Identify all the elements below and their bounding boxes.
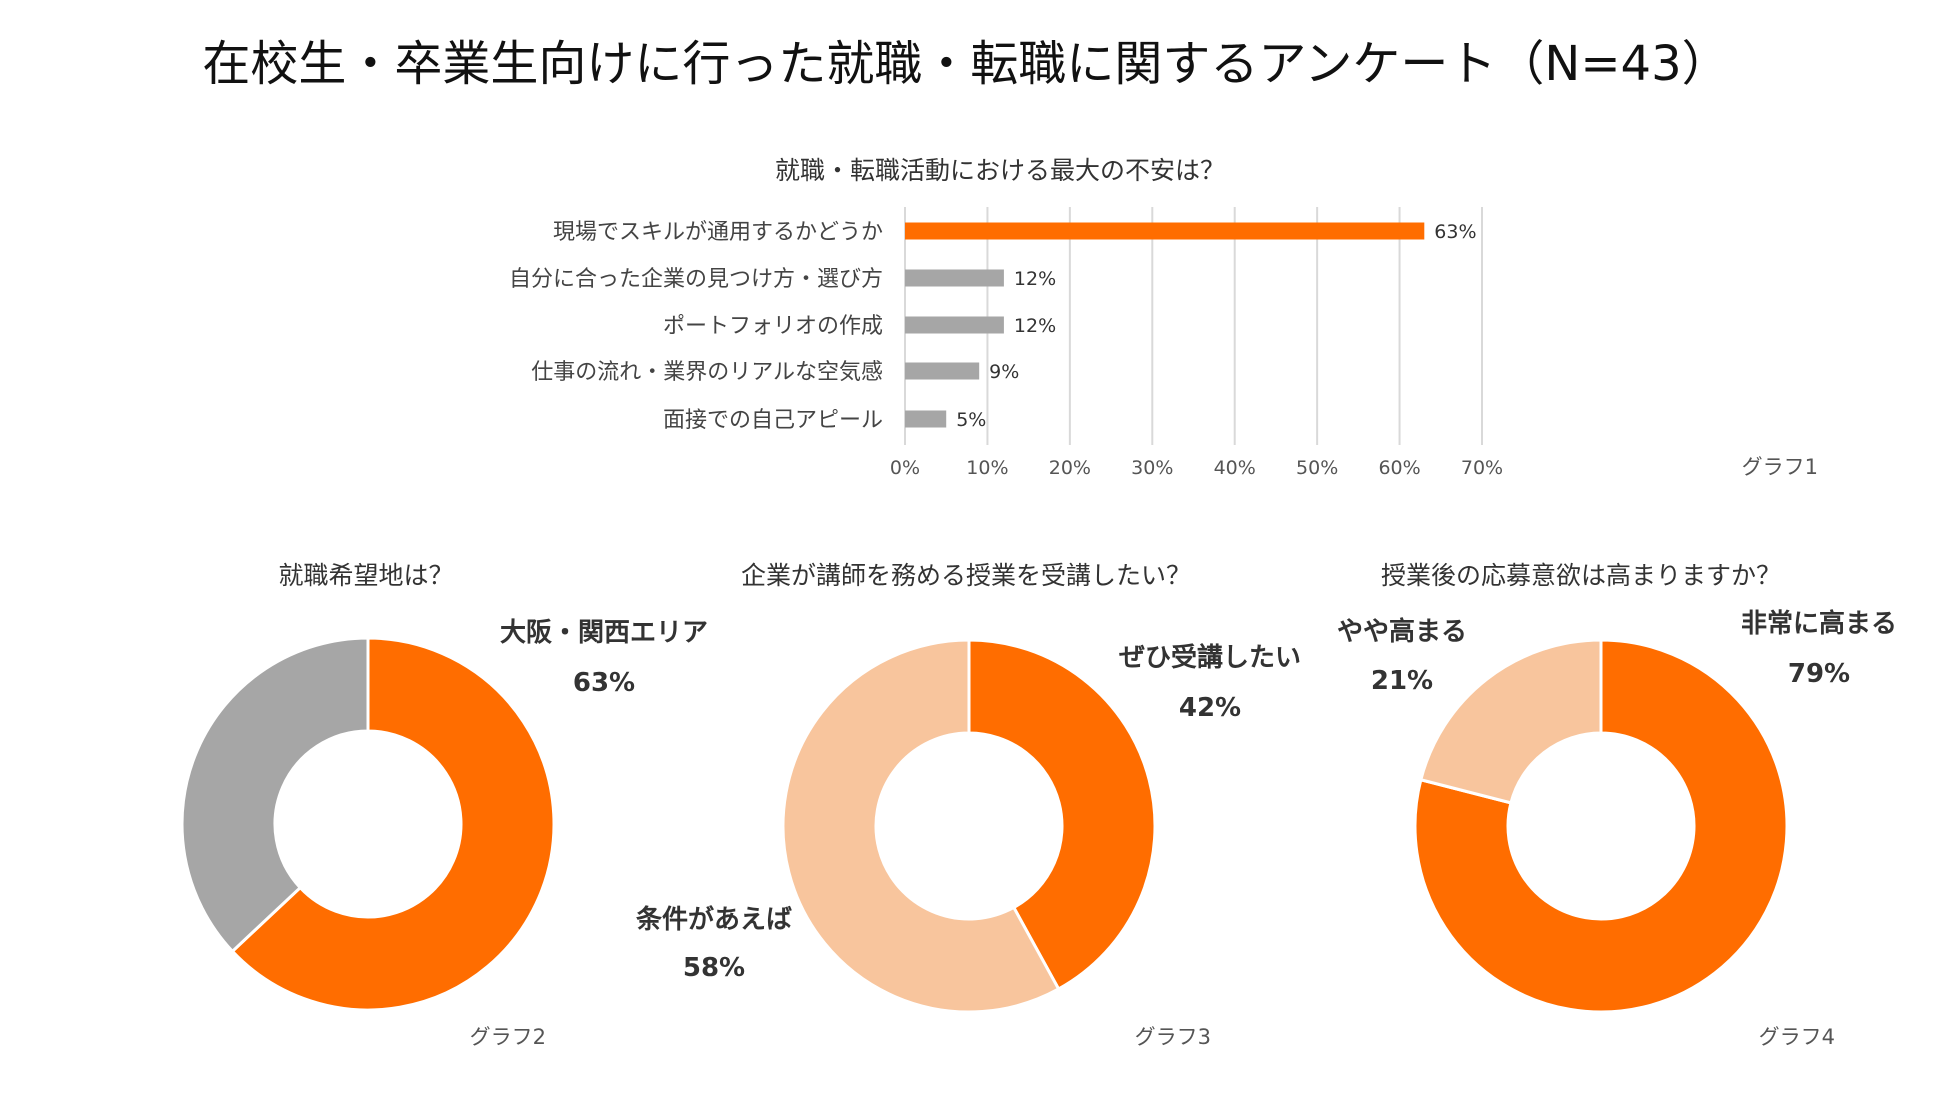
donut-title: 授業後の応募意欲は高まりますか？ [1381,561,1781,590]
category-label: 自分に合った企業の見つけ方・選び方 [509,267,883,292]
x-tick-label: 70% [1461,457,1503,479]
slice-value-label: 79% [1788,659,1850,689]
donut-slice [967,638,1157,992]
category-label: 面接での自己アピール [663,408,883,433]
x-tick-label: 40% [1214,457,1256,479]
slice-value-label: 42% [1179,693,1241,723]
slice-value-label: 58% [683,953,745,983]
category-label: ポートフォリオの作成 [663,314,883,339]
x-tick-label: 30% [1131,457,1173,479]
category-label: 現場でスキルが通用するかどうか [553,220,883,245]
donut-chart-4: 授業後の応募意欲は高まりますか？ グラフ4 非常に高まる 79% やや高まる 21% [1337,561,1897,1049]
donut-chart-2: 就職希望地は？ グラフ2 大阪・関西エリア 63% [180,561,708,1049]
bar [905,362,980,380]
slice-label: 非常に高まる [1741,608,1897,639]
donut-title: 就職希望地は？ [278,561,453,590]
donut-slice [1419,638,1603,805]
x-tick-label: 10% [966,457,1008,479]
category-label: 仕事の流れ・業界のリアルな空気感 [531,360,883,385]
bar-chart: 就職・転職活動における最大の不安は？ グラフ1 0% 10% 20% 30% 40% 50… [509,156,1818,479]
donut-chart-3: 企業が講師を務める授業を受講したい？ グラフ3 ぜひ受講したい 42% 条件があえば 58… [636,561,1301,1049]
bar-value-label: 63% [1434,221,1476,243]
donut-slice [781,638,1061,1014]
slice-value-label: 21% [1371,666,1433,696]
bar-value-label: 5% [956,409,986,431]
bar-value-label: 12% [1014,268,1056,290]
slice-label: やや高まる [1337,616,1467,647]
x-tick-label: 0% [890,457,920,479]
donut-slice [180,636,370,954]
slice-label: 大阪・関西エリア [500,618,708,648]
bar [905,222,1425,240]
donut-slice [1413,638,1789,1014]
bar-value-label: 12% [1014,315,1056,337]
donut-caption: グラフ2 [470,1025,546,1049]
donut-caption: グラフ3 [1135,1025,1211,1049]
slice-label: ぜひ受講したい [1119,642,1301,673]
bar [905,269,1004,287]
donut-title: 企業が講師を務める授業を受講したい？ [741,561,1191,590]
donut-slice [230,636,556,1012]
bar [905,316,1004,334]
donut-caption: グラフ4 [1759,1025,1835,1049]
x-tick-label: 60% [1378,457,1420,479]
bar-chart-title: 就職・転職活動における最大の不安は？ [775,156,1225,185]
slice-value-label: 63% [573,668,635,698]
bar-value-label: 9% [989,361,1019,383]
slice-label: 条件があえば [636,904,792,935]
x-tick-label: 20% [1049,457,1091,479]
main-title: 在校生・卒業生向けに行った就職・転職に関するアンケート（N=43） [202,36,1729,92]
bar [905,410,947,428]
bar-chart-caption: グラフ1 [1742,455,1818,479]
x-tick-label: 50% [1296,457,1338,479]
